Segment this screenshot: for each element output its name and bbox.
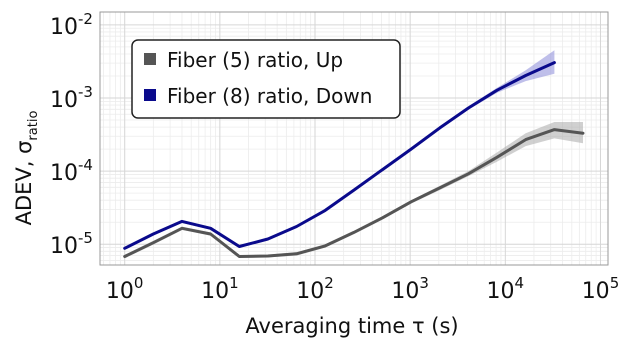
x-tick-label: 101 xyxy=(201,274,239,304)
series-line-0 xyxy=(123,128,585,258)
legend-box xyxy=(131,39,401,119)
y-tick-label: 10-3 xyxy=(50,83,93,113)
y-axis-ticks: 10-5 10-4 10-3 10-2 xyxy=(50,10,93,259)
legend-swatch-fiber8 xyxy=(144,89,156,101)
y-axis-title: ADEV, σratio xyxy=(12,111,41,226)
legend-swatch-fiber5 xyxy=(144,53,156,65)
x-axis-ticks: 100 101 102 103 104 105 xyxy=(106,274,619,304)
y-tick-label: 10-4 xyxy=(50,156,93,186)
legend: Fiber (5) ratio, Up Fiber (8) ratio, Dow… xyxy=(131,39,401,119)
series-line-1 xyxy=(123,61,556,250)
y-axis-title-subscript: ratio xyxy=(26,111,41,141)
x-tick-label: 104 xyxy=(487,274,525,304)
legend-label-fiber5: Fiber (5) ratio, Up xyxy=(167,48,343,72)
x-tick-label: 105 xyxy=(582,274,620,304)
series-lines xyxy=(123,61,585,258)
major-grid xyxy=(100,12,608,265)
y-tick-label: 10-5 xyxy=(50,229,93,259)
y-axis-title-main: ADEV, σ xyxy=(12,141,36,226)
x-tick-label: 100 xyxy=(106,274,144,304)
x-tick-label: 103 xyxy=(391,274,429,304)
plot-frame xyxy=(99,11,609,266)
legend-label-fiber8: Fiber (8) ratio, Down xyxy=(167,84,372,108)
x-tick-label: 102 xyxy=(296,274,334,304)
y-tick-label: 10-2 xyxy=(50,10,93,40)
x-axis-title: Averaging time τ (s) xyxy=(245,314,458,338)
